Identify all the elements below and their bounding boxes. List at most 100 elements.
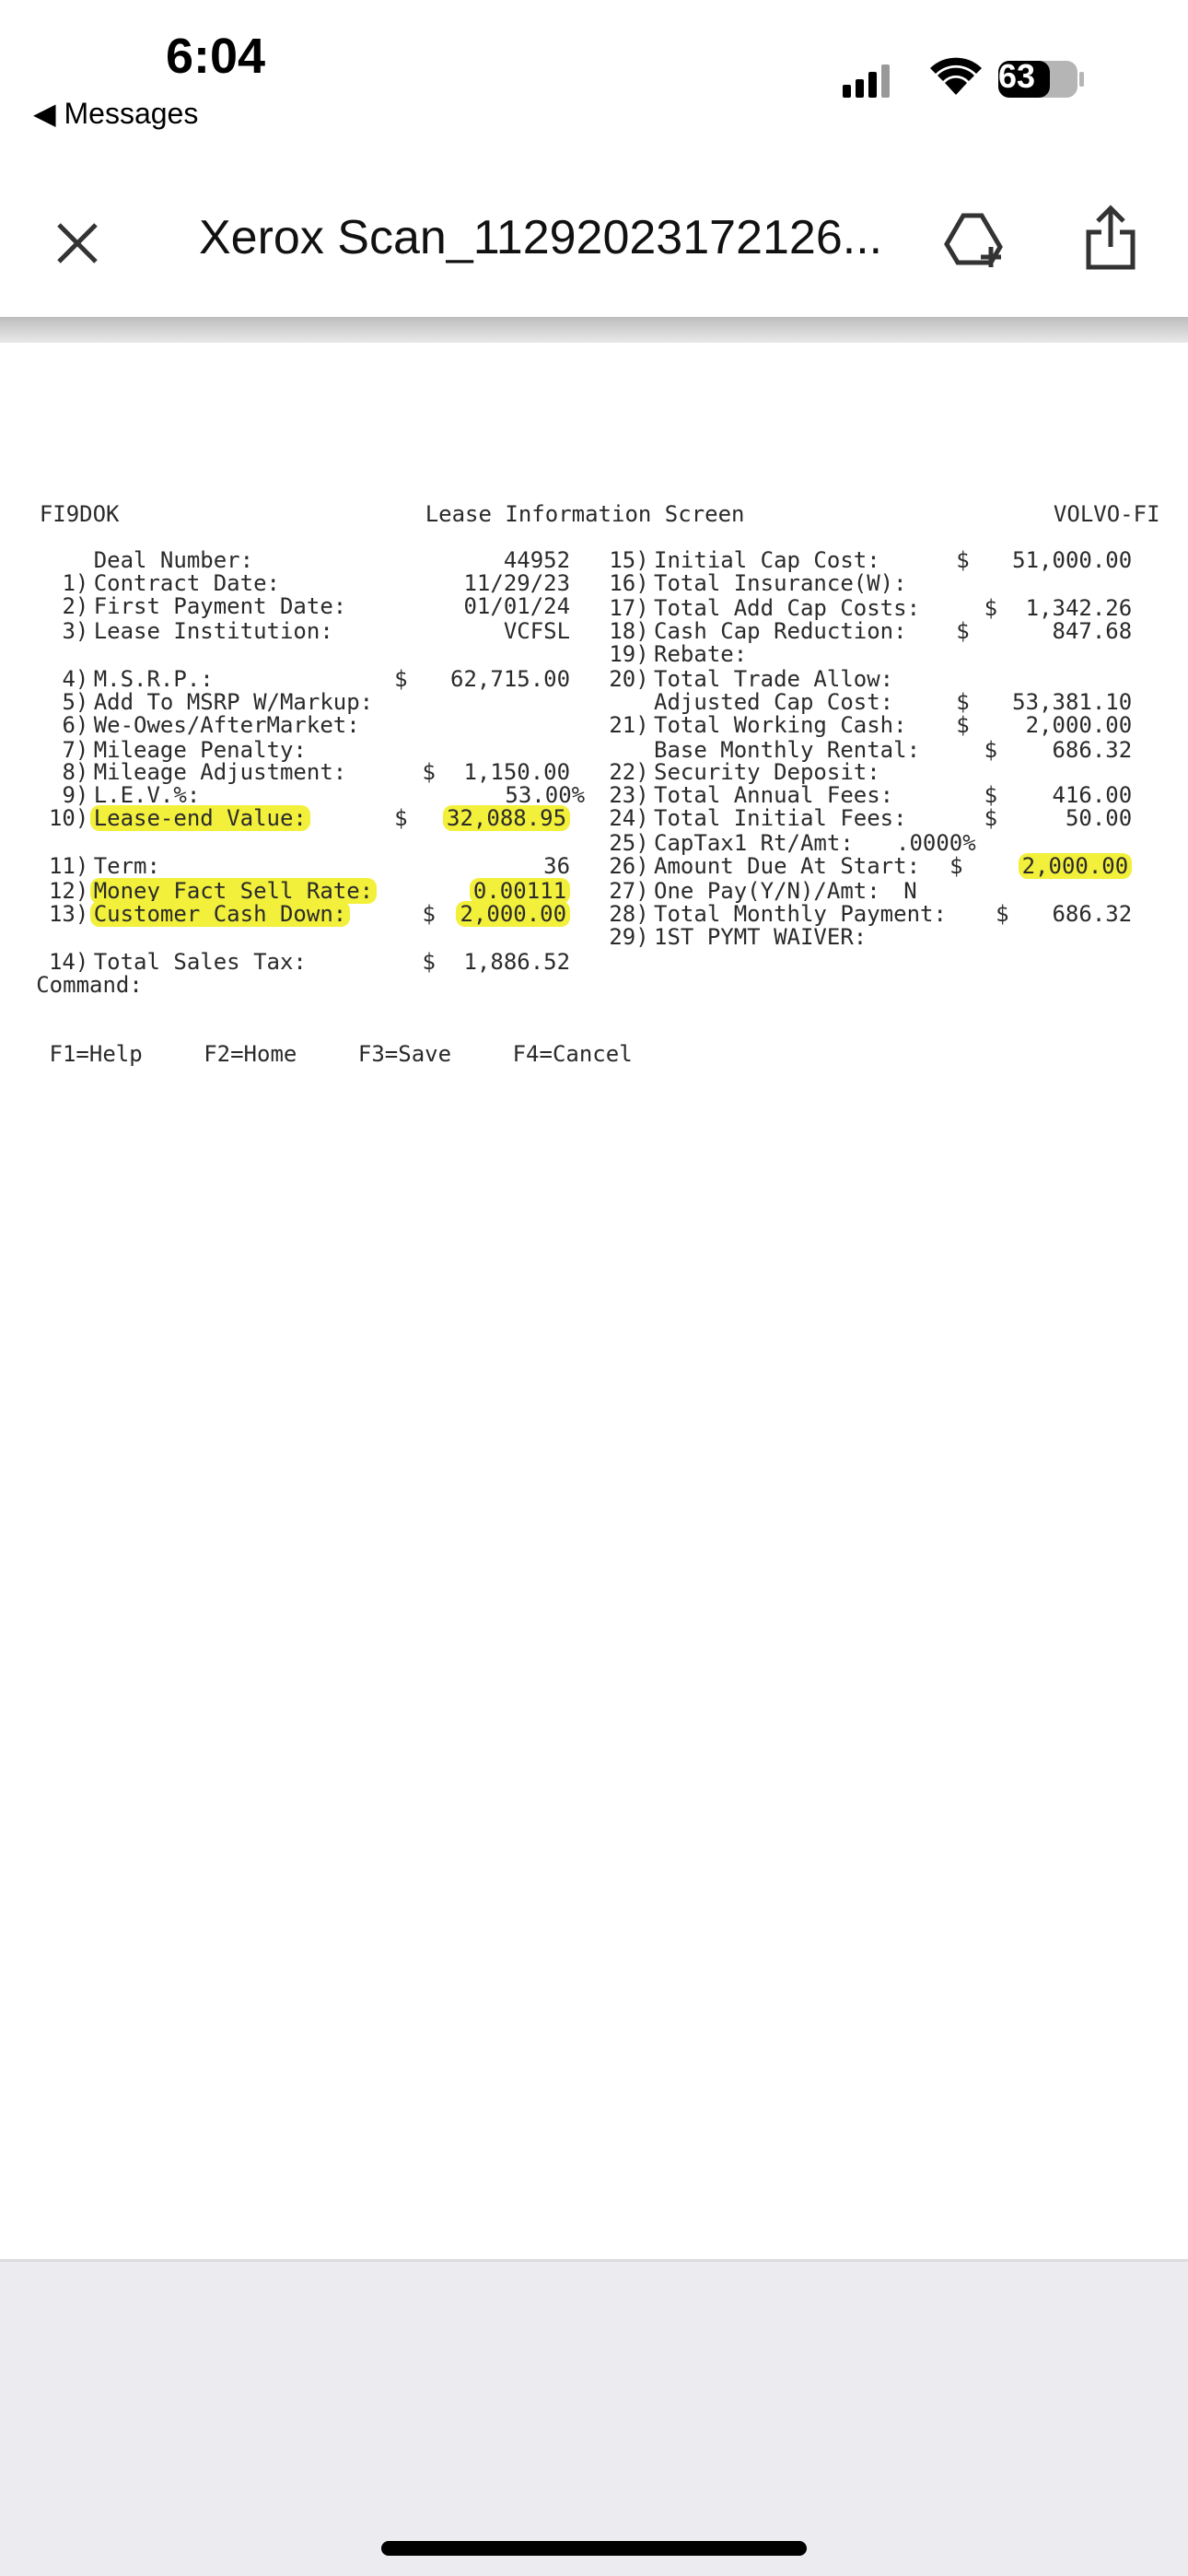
field-label: Total Trade Allow: bbox=[654, 665, 894, 692]
field-value: 11/29/23 bbox=[463, 570, 571, 597]
field-number: 5) bbox=[62, 688, 89, 715]
field-label: Amount Due At Start: bbox=[654, 853, 921, 880]
field-number: 1) bbox=[62, 570, 89, 597]
field-number: 12) bbox=[48, 877, 89, 904]
field-value: 51,000.00 bbox=[1012, 547, 1133, 574]
currency-sign: $ bbox=[956, 711, 970, 738]
field-number: 23) bbox=[609, 782, 649, 809]
field-value: 36 bbox=[543, 853, 571, 880]
currency-sign: $ bbox=[394, 805, 408, 832]
field-value: 44952 bbox=[503, 547, 571, 574]
field-value: 2,000.00 bbox=[1025, 711, 1133, 738]
close-button[interactable] bbox=[52, 217, 103, 269]
field-number: 17) bbox=[609, 595, 649, 622]
field-value: 416.00 bbox=[1052, 782, 1133, 809]
field-label: Total Insurance(W): bbox=[654, 570, 907, 597]
field-number: 15) bbox=[609, 547, 649, 574]
field-value: 0.00111 bbox=[469, 877, 571, 904]
battery-level: 63 bbox=[998, 57, 1036, 95]
screen-title: Lease Information Screen bbox=[425, 501, 745, 528]
field-value: 62,715.00 bbox=[450, 665, 571, 692]
currency-sign: $ bbox=[422, 900, 436, 927]
field-number: 3) bbox=[62, 618, 89, 645]
field-number: 24) bbox=[609, 805, 649, 832]
field-number: 28) bbox=[609, 900, 649, 927]
field-value: 53,381.10 bbox=[1012, 688, 1133, 715]
currency-sign: $ bbox=[956, 547, 970, 574]
toolbar-shadow bbox=[0, 317, 1188, 343]
field-label: One Pay(Y/N)/Amt: bbox=[654, 877, 880, 904]
field-label: Total Add Cap Costs: bbox=[654, 595, 921, 622]
currency-sign: $ bbox=[984, 805, 998, 832]
field-label: Money Fact Sell Rate: bbox=[89, 877, 378, 904]
field-number: 6) bbox=[62, 711, 89, 738]
field-label: Rebate: bbox=[654, 641, 748, 668]
field-number: 21) bbox=[609, 711, 649, 738]
field-number: 9) bbox=[62, 782, 89, 809]
field-value: 1,342.26 bbox=[1025, 595, 1133, 622]
field-label: First Payment Date: bbox=[93, 593, 347, 620]
field-number: 8) bbox=[62, 759, 89, 786]
field-value: 2,000.00 bbox=[1018, 853, 1133, 880]
field-number: 14) bbox=[48, 948, 89, 975]
field-number: 25) bbox=[609, 830, 649, 857]
field-number: 13) bbox=[48, 900, 89, 927]
field-number: 2) bbox=[62, 593, 89, 620]
bottom-area bbox=[0, 2259, 1188, 2576]
back-to-app[interactable]: ◀ Messages bbox=[33, 97, 199, 130]
field-value: VCFSL bbox=[503, 618, 571, 645]
field-label: Deal Number: bbox=[93, 547, 254, 574]
field-number: 20) bbox=[609, 665, 649, 692]
field-label: Base Monthly Rental: bbox=[654, 736, 921, 763]
screen-code: FI9DOK bbox=[39, 501, 120, 528]
field-label: Add To MSRP W/Markup: bbox=[93, 688, 374, 715]
field-value: 2,000.00 bbox=[456, 900, 571, 927]
field-value: 01/01/24 bbox=[463, 593, 571, 620]
currency-sign: $ bbox=[422, 759, 436, 786]
field-label: Mileage Adjustment: bbox=[93, 759, 347, 786]
currency-sign: $ bbox=[949, 853, 963, 880]
field-number: 22) bbox=[609, 759, 649, 786]
field-number: 16) bbox=[609, 570, 649, 597]
currency-sign: $ bbox=[984, 595, 998, 622]
field-label: Total Annual Fees: bbox=[654, 782, 894, 809]
home-indicator bbox=[381, 2541, 807, 2556]
field-label: Lease-end Value: bbox=[89, 805, 310, 832]
function-key: F1=Help bbox=[49, 1040, 143, 1067]
field-label: Initial Cap Cost: bbox=[654, 547, 880, 574]
field-value: N bbox=[903, 877, 917, 904]
back-label[interactable]: Messages bbox=[64, 97, 199, 130]
field-number: 19) bbox=[609, 641, 649, 668]
field-label: Total Initial Fees: bbox=[654, 805, 907, 832]
function-key: F2=Home bbox=[204, 1040, 297, 1067]
currency-sign: $ bbox=[984, 782, 998, 809]
field-number: 10) bbox=[48, 805, 89, 832]
field-label: M.S.R.P.: bbox=[93, 665, 214, 692]
field-label: Contract Date: bbox=[93, 570, 280, 597]
field-number: 29) bbox=[609, 923, 649, 950]
field-value: 53.00% bbox=[505, 782, 586, 809]
field-label: Term: bbox=[93, 853, 160, 880]
field-label: Cash Cap Reduction: bbox=[654, 618, 907, 645]
share-button[interactable] bbox=[1083, 205, 1138, 271]
currency-sign: $ bbox=[394, 665, 408, 692]
clock: 6:04 bbox=[166, 29, 266, 84]
field-number: 4) bbox=[62, 665, 89, 692]
currency-sign: $ bbox=[956, 618, 970, 645]
field-label: L.E.V.%: bbox=[93, 782, 201, 809]
field-label: 1ST PYMT WAIVER: bbox=[654, 923, 868, 950]
field-label: Total Sales Tax: bbox=[93, 948, 307, 975]
currency-sign: $ bbox=[984, 736, 998, 763]
field-value: 1,886.52 bbox=[463, 948, 571, 975]
function-key: F3=Save bbox=[357, 1040, 452, 1067]
field-value: 1,150.00 bbox=[463, 759, 571, 786]
field-label: Lease Institution: bbox=[93, 618, 333, 645]
field-value: 50.00 bbox=[1065, 805, 1133, 832]
field-label: Mileage Penalty: bbox=[93, 736, 307, 763]
command-prompt: Command: bbox=[36, 971, 143, 998]
field-value: .0000% bbox=[896, 830, 976, 857]
field-value: 686.32 bbox=[1052, 736, 1133, 763]
add-to-drive-button[interactable] bbox=[943, 208, 1013, 273]
field-label: Customer Cash Down: bbox=[89, 900, 351, 927]
